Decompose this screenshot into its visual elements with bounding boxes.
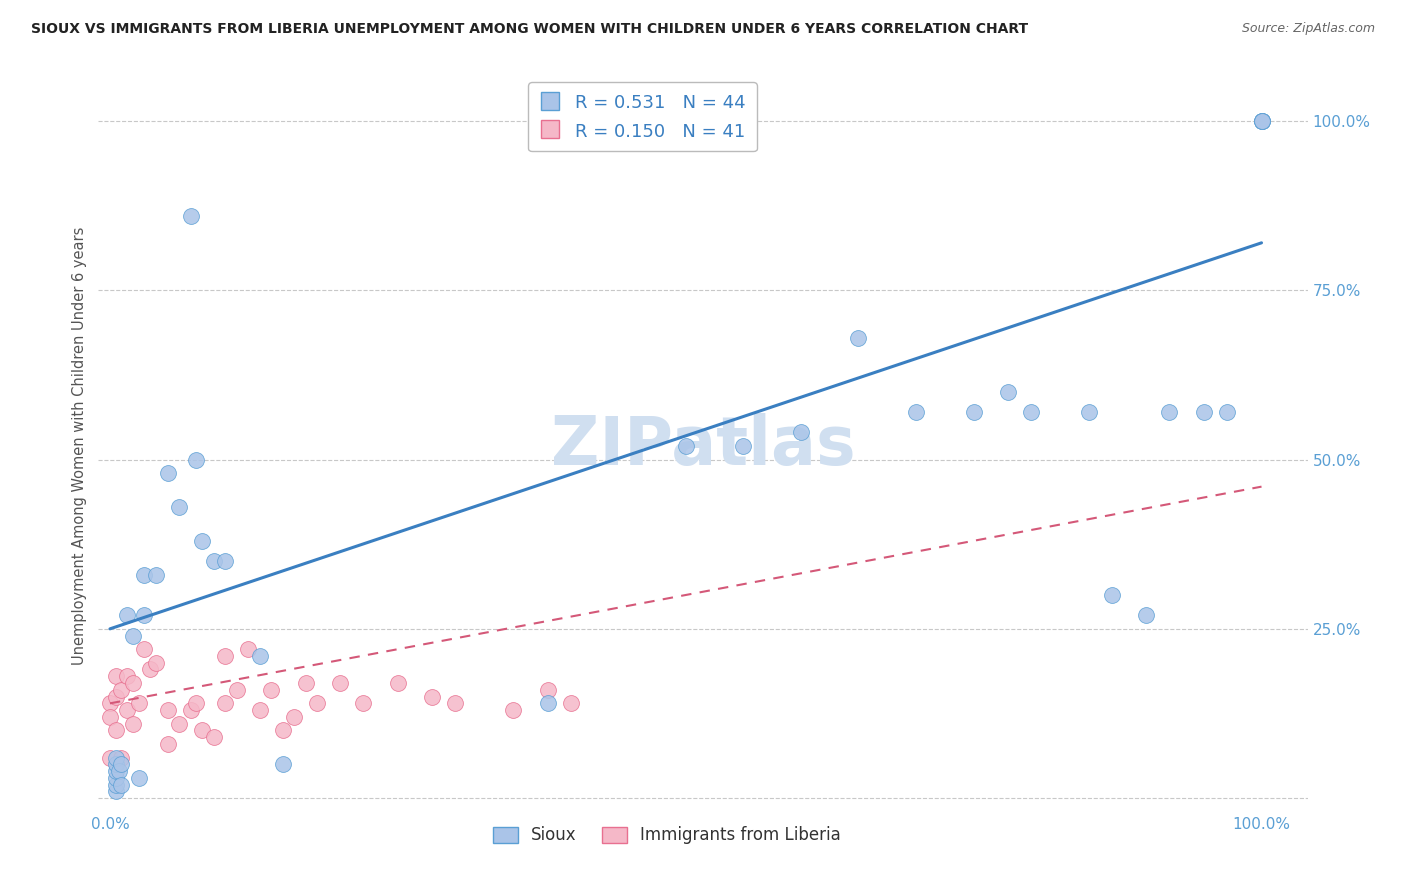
Point: [108, 764, 131, 778]
Point: [536, 682, 558, 697]
Point: [271, 723, 294, 738]
Point: [167, 500, 190, 514]
Point: [122, 629, 145, 643]
Point: [1101, 588, 1123, 602]
Point: [104, 669, 127, 683]
Point: [307, 697, 329, 711]
Point: [156, 703, 179, 717]
Point: [145, 567, 167, 582]
Point: [110, 778, 132, 792]
Point: [1250, 114, 1272, 128]
Point: [249, 648, 271, 663]
Point: [502, 703, 524, 717]
Point: [1250, 114, 1272, 128]
Text: Source: ZipAtlas.com: Source: ZipAtlas.com: [1241, 22, 1375, 36]
Point: [98, 750, 121, 764]
Point: [134, 567, 156, 582]
Point: [444, 697, 467, 711]
Point: [122, 716, 145, 731]
Point: [104, 764, 127, 778]
Point: [214, 648, 236, 663]
Point: [122, 676, 145, 690]
Point: [104, 784, 127, 798]
Point: [110, 757, 132, 772]
Point: [848, 331, 870, 345]
Point: [110, 682, 132, 697]
Point: [128, 697, 150, 711]
Point: [225, 682, 247, 697]
Point: [104, 690, 127, 704]
Point: [115, 669, 138, 683]
Point: [249, 703, 271, 717]
Point: [104, 757, 127, 772]
Point: [156, 466, 179, 480]
Point: [98, 697, 121, 711]
Point: [997, 384, 1019, 399]
Point: [167, 716, 190, 731]
Legend: Sioux, Immigrants from Liberia: Sioux, Immigrants from Liberia: [486, 820, 848, 851]
Point: [145, 656, 167, 670]
Point: [560, 697, 582, 711]
Point: [271, 757, 294, 772]
Point: [134, 608, 156, 623]
Point: [294, 676, 316, 690]
Point: [1159, 405, 1181, 419]
Point: [790, 425, 813, 440]
Point: [1192, 405, 1215, 419]
Point: [202, 554, 225, 568]
Point: [104, 771, 127, 785]
Point: [905, 405, 928, 419]
Text: SIOUX VS IMMIGRANTS FROM LIBERIA UNEMPLOYMENT AMONG WOMEN WITH CHILDREN UNDER 6 : SIOUX VS IMMIGRANTS FROM LIBERIA UNEMPLO…: [31, 22, 1028, 37]
Point: [186, 452, 208, 467]
Point: [1250, 114, 1272, 128]
Point: [733, 439, 755, 453]
Point: [329, 676, 352, 690]
Point: [352, 697, 374, 711]
Point: [214, 697, 236, 711]
Point: [134, 642, 156, 657]
Y-axis label: Unemployment Among Women with Children Under 6 years: Unemployment Among Women with Children U…: [72, 227, 87, 665]
Point: [1019, 405, 1042, 419]
Point: [236, 642, 259, 657]
Point: [962, 405, 984, 419]
Point: [115, 703, 138, 717]
Point: [675, 439, 697, 453]
Point: [115, 608, 138, 623]
Point: [191, 723, 214, 738]
Point: [104, 750, 127, 764]
Point: [1250, 114, 1272, 128]
Point: [180, 209, 202, 223]
Text: ZIPatlas: ZIPatlas: [551, 413, 855, 479]
Point: [1135, 608, 1157, 623]
Point: [180, 703, 202, 717]
Point: [156, 737, 179, 751]
Point: [1250, 114, 1272, 128]
Point: [191, 533, 214, 548]
Point: [1216, 405, 1239, 419]
Point: [202, 730, 225, 744]
Point: [387, 676, 409, 690]
Point: [128, 771, 150, 785]
Point: [110, 750, 132, 764]
Point: [98, 710, 121, 724]
Point: [536, 697, 558, 711]
Point: [139, 663, 162, 677]
Point: [260, 682, 283, 697]
Point: [422, 690, 444, 704]
Point: [104, 723, 127, 738]
Point: [283, 710, 305, 724]
Point: [1077, 405, 1099, 419]
Point: [214, 554, 236, 568]
Point: [104, 778, 127, 792]
Point: [186, 697, 208, 711]
